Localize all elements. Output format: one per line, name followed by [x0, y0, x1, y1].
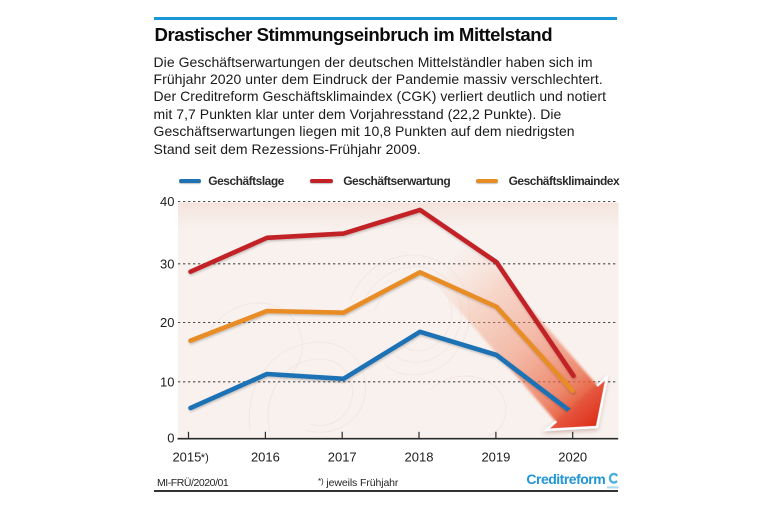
svg-text:40: 40: [160, 194, 174, 209]
svg-text:2016: 2016: [251, 450, 280, 465]
svg-text:2020: 2020: [558, 450, 587, 465]
svg-text:2015: 2015: [172, 450, 201, 465]
svg-text:0: 0: [167, 431, 174, 446]
svg-text:*): *): [201, 452, 209, 464]
svg-text:10: 10: [160, 374, 174, 389]
svg-text:2019: 2019: [481, 450, 510, 465]
svg-text:30: 30: [160, 256, 174, 271]
svg-text:2017: 2017: [328, 450, 357, 465]
svg-text:20: 20: [160, 315, 174, 330]
svg-text:2018: 2018: [405, 450, 434, 465]
